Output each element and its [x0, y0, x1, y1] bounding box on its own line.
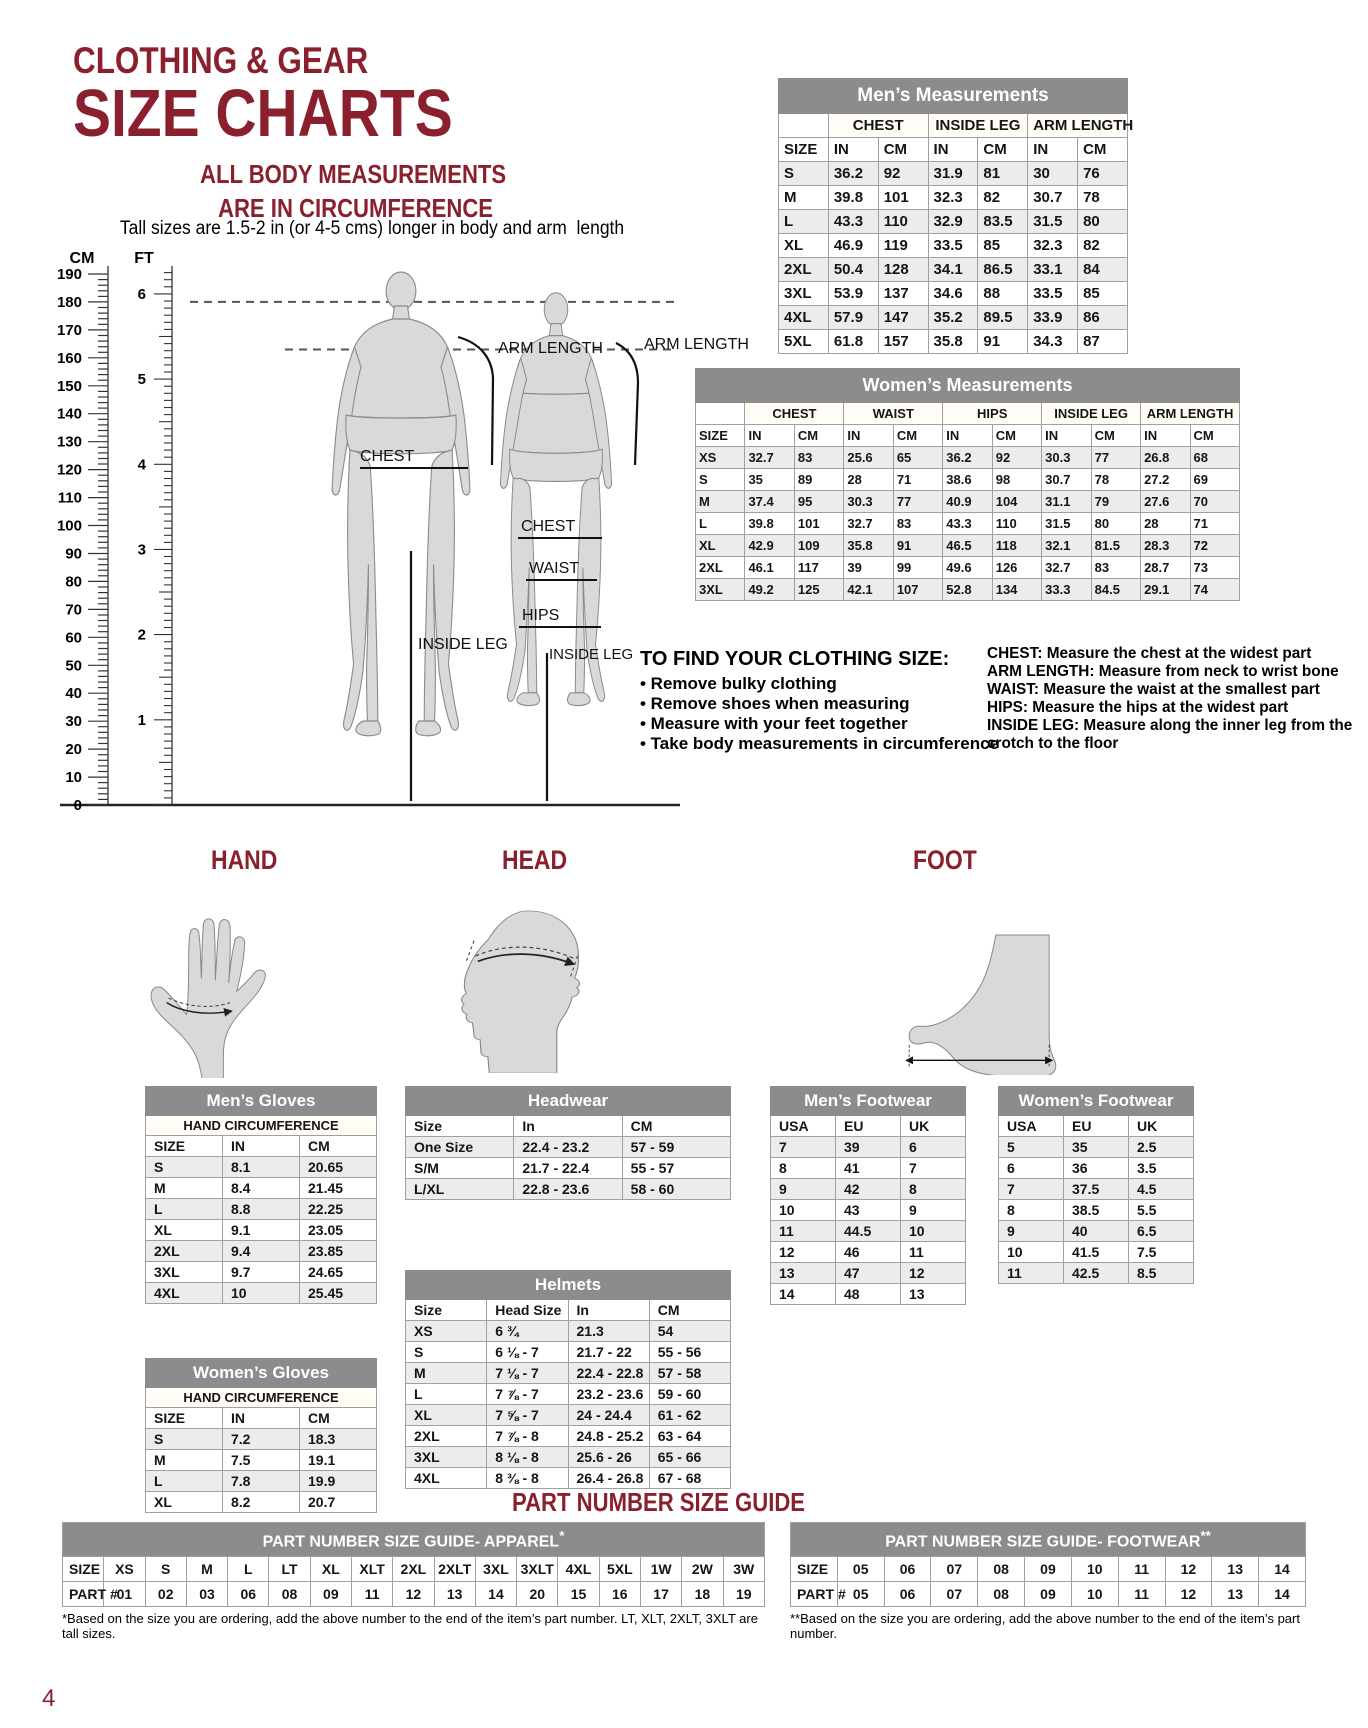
svg-text:WAIST: WAIST: [529, 560, 579, 577]
svg-text:60: 60: [65, 629, 82, 646]
svg-text:6: 6: [138, 286, 146, 303]
svg-text:170: 170: [57, 322, 82, 339]
svg-text:3: 3: [138, 541, 146, 558]
svg-text:50: 50: [65, 657, 82, 674]
svg-text:ARM LENGTH: ARM LENGTH: [644, 336, 749, 353]
svg-text:30: 30: [65, 713, 82, 730]
svg-text:ARM LENGTH: ARM LENGTH: [498, 340, 603, 357]
svg-text:5: 5: [138, 371, 146, 388]
svg-text:160: 160: [57, 350, 82, 367]
svg-text:150: 150: [57, 378, 82, 395]
svg-text:CHEST: CHEST: [360, 448, 414, 465]
svg-text:140: 140: [57, 406, 82, 423]
svg-text:FT: FT: [134, 250, 154, 267]
svg-text:190: 190: [57, 266, 82, 283]
svg-text:10: 10: [65, 769, 82, 786]
svg-text:180: 180: [57, 294, 82, 311]
svg-text:130: 130: [57, 434, 82, 451]
svg-text:110: 110: [58, 490, 82, 507]
svg-text:1: 1: [138, 712, 146, 729]
svg-text:70: 70: [65, 601, 82, 618]
svg-text:80: 80: [65, 573, 82, 590]
svg-text:INSIDE LEG: INSIDE LEG: [418, 636, 508, 653]
svg-text:CM: CM: [70, 250, 95, 267]
svg-text:120: 120: [57, 462, 82, 479]
svg-text:HIPS: HIPS: [522, 607, 559, 624]
svg-text:2: 2: [138, 627, 146, 644]
svg-text:40: 40: [65, 685, 82, 702]
svg-text:CHEST: CHEST: [521, 518, 575, 535]
svg-text:0: 0: [74, 797, 82, 814]
svg-text:90: 90: [65, 546, 82, 563]
svg-text:100: 100: [57, 518, 82, 535]
svg-text:20: 20: [65, 741, 82, 758]
svg-text:4: 4: [138, 456, 147, 473]
svg-text:INSIDE LEG: INSIDE LEG: [549, 646, 633, 663]
